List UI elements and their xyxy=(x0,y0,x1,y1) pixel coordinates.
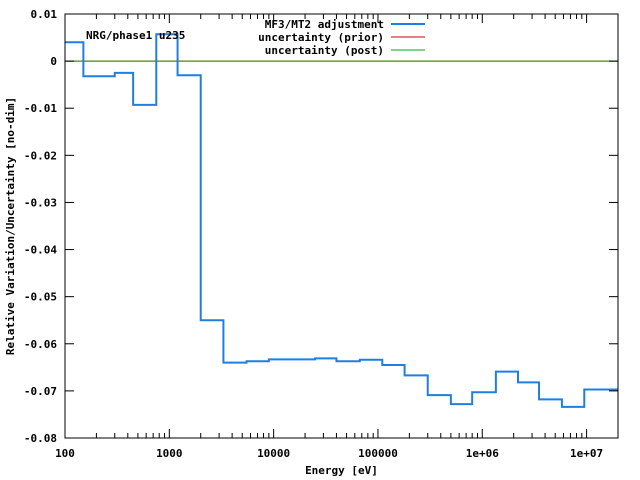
y-tick-label: 0.01 xyxy=(31,8,58,21)
legend-label-post: uncertainty (post) xyxy=(265,44,384,57)
plot-frame xyxy=(64,13,619,439)
x-tick-label: 10000 xyxy=(257,447,290,460)
legend: MF3/MT2 adjustment uncertainty (prior) u… xyxy=(258,18,425,57)
x-tick-label: 1000 xyxy=(156,447,183,460)
x-tick-label: 1e+07 xyxy=(570,447,603,460)
legend-label-prior: uncertainty (prior) xyxy=(258,31,384,44)
x-axis-label: Energy [eV] xyxy=(305,464,378,477)
y-tick-label: 0 xyxy=(50,55,57,68)
x-tick-label: 100000 xyxy=(358,447,398,460)
y-axis-ticks: 0.01 0 -0.01 -0.02 -0.03 -0.04 -0.05 -0.06 -0.07… xyxy=(24,8,618,445)
y-tick-label: -0.02 xyxy=(24,149,57,162)
x-tick-label: 1e+06 xyxy=(466,447,499,460)
plot-content xyxy=(65,33,618,408)
y-tick-label: -0.03 xyxy=(24,196,57,209)
y-tick-label: -0.05 xyxy=(24,291,57,304)
y-tick-label: -0.08 xyxy=(24,432,57,445)
y-tick-label: -0.01 xyxy=(24,102,57,115)
y-axis-label: Relative Variation/Uncertainty [no-dim] xyxy=(4,97,17,355)
y-tick-label: -0.04 xyxy=(24,244,57,257)
annotation-label: NRG/phase1 u235 xyxy=(86,29,185,42)
y-tick-label: -0.07 xyxy=(24,385,57,398)
series-adjustment-step-line xyxy=(65,33,618,408)
x-axis-ticks: 100 1000 10000 100000 1e+06 1e+07 xyxy=(55,14,619,460)
legend-label-adjustment: MF3/MT2 adjustment xyxy=(265,18,384,31)
y-tick-label: -0.06 xyxy=(24,338,57,351)
x-tick-label: 100 xyxy=(55,447,75,460)
